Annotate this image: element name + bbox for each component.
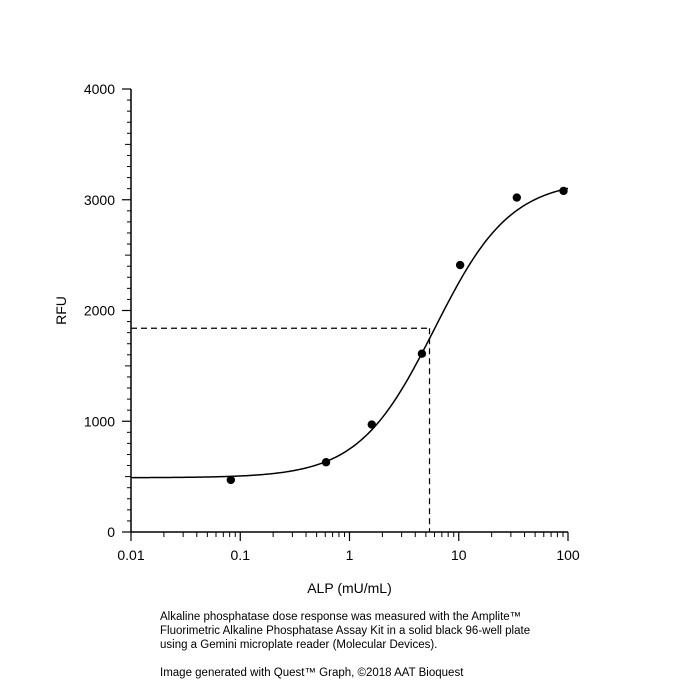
caption-credit: Image generated with Quest™ Graph, ©2018… [160,667,464,679]
figure-caption: Alkaline phosphatase dose response was m… [160,610,580,680]
caption-line-1: Alkaline phosphatase dose response was m… [160,611,522,623]
y-tick-label: 2000 [84,303,115,319]
dose-response-chart: 0.01 0.1 1 10 100 0 1000 2000 3000 4000 ALP (mU/… [53,81,580,596]
data-point [367,420,377,429]
y-tick-label: 1000 [84,413,115,429]
data-points [226,186,568,485]
x-tick-label: 100 [556,547,580,563]
axes [130,89,568,533]
data-point [417,349,427,358]
data-point [512,193,522,202]
data-point [226,475,236,485]
x-axis-title: ALP (mU/mL) [307,580,392,596]
caption-line-2: Fluorimetric Alkaline Phosphatase Assay … [160,625,531,637]
data-point [455,260,465,270]
data-point [321,458,331,467]
y-axis-ticks: 0 1000 2000 3000 4000 [84,81,131,540]
x-tick-label: 0.01 [117,547,144,563]
data-point [559,186,568,196]
y-tick-label: 3000 [84,192,115,208]
reference-lines [131,327,431,532]
x-axis-ticks: 0.01 0.1 1 10 100 [117,532,580,563]
x-tick-label: 0.1 [231,547,251,563]
y-tick-label: 4000 [84,81,115,97]
x-tick-label: 10 [451,547,467,563]
caption-line-3: using a Gemini microplate reader (Molecu… [160,639,438,651]
y-tick-label: 0 [107,524,115,540]
fit-curve [131,187,569,479]
y-axis-title: RFU [53,296,69,325]
x-tick-label: 1 [346,547,354,563]
